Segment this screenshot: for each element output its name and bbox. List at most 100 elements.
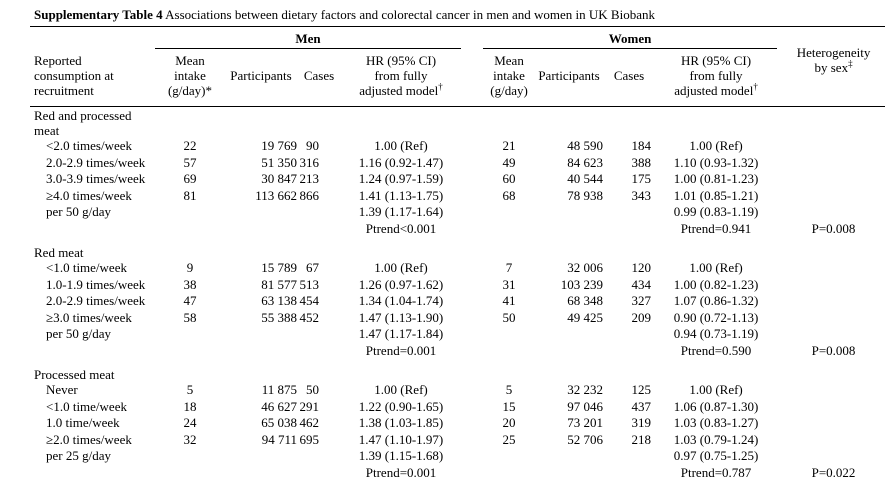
women-participants: 48 590 [567, 138, 604, 153]
group-gap-cell [461, 27, 483, 49]
men-hr: 1.00 (Ref) [374, 138, 428, 153]
men-participants [225, 221, 297, 238]
ptrend-row: Ptrend=0.001 Ptrend=0.590 P=0.008 [30, 343, 885, 360]
women-cases: 175 [631, 171, 652, 186]
spacer [461, 465, 483, 482]
women-mean-intake: 68 [502, 187, 516, 203]
section-title: Red and processed meat [34, 108, 132, 138]
men-hr: 1.39 (1.15-1.68) [358, 448, 444, 463]
women-mean-intake [483, 465, 535, 482]
ptrend-row: Ptrend=0.001 Ptrend=0.787 P=0.022 [30, 465, 885, 482]
heterogeneity-cell [782, 277, 885, 294]
women-participants [535, 326, 603, 343]
men-cases: 462 [299, 415, 320, 430]
section-title: Processed meat [34, 367, 115, 382]
heterogeneity-cell [782, 382, 885, 399]
men-hr: 1.16 (0.92-1.47) [358, 154, 444, 170]
women-hr: 0.99 (0.83-1.19) [673, 204, 759, 219]
women-hr: 1.06 (0.87-1.30) [673, 398, 759, 414]
women-hr: 1.00 (Ref) [689, 260, 743, 275]
women-cases: 319 [631, 415, 652, 430]
men-ptrend: Ptrend=0.001 [365, 342, 437, 358]
column-header-row: Reported consumption at recruitment Mean… [30, 48, 885, 107]
women-cases: 327 [631, 293, 652, 308]
women-mean-intake: 25 [502, 431, 516, 447]
women-participants: 97 046 [567, 398, 604, 414]
spacer [461, 221, 483, 238]
heterogeneity-cell [782, 415, 885, 432]
women-mean-intake: 5 [505, 382, 513, 397]
women-cases: 184 [631, 138, 652, 153]
heterogeneity-header-label: Heterogeneity by sex [796, 44, 871, 75]
women-mean-intake: 15 [502, 398, 516, 414]
men-ptrend: Ptrend<0.001 [365, 220, 437, 236]
table-row: 3.0-3.9 times/week 69 30 847 213 1.24 (0.97-… [30, 171, 885, 188]
women-hr-header: HR (95% CI) from fully adjusted model† [655, 48, 778, 107]
spacer [461, 204, 483, 221]
men-ptrend: Ptrend=0.001 [365, 464, 437, 480]
women-group-header: Women [483, 27, 778, 49]
men-participants: 46 627 [261, 398, 297, 414]
women-cases: 120 [631, 260, 652, 275]
heterogeneity-pvalue: P=0.008 [811, 220, 856, 236]
spacer [461, 277, 483, 294]
row-label [30, 465, 155, 482]
men-participants [225, 326, 297, 343]
men-mean-intake [155, 448, 225, 465]
men-participants: 30 847 [261, 171, 297, 186]
spacer [461, 415, 483, 432]
men-cases: 866 [299, 187, 320, 203]
women-cases: 388 [631, 154, 652, 170]
men-cases [297, 204, 341, 221]
women-participants: 52 706 [567, 431, 604, 447]
men-cases: 50 [306, 382, 319, 397]
spacer [461, 260, 483, 277]
women-hr: 1.00 (0.82-1.23) [673, 276, 759, 292]
table-title: Supplementary Table 4 Associations betwe… [30, 0, 885, 27]
women-cases [603, 326, 655, 343]
row-label: <1.0 time/week [46, 398, 127, 414]
women-cases [603, 343, 655, 360]
women-ptrend: Ptrend=0.590 [680, 342, 752, 358]
heterogeneity-cell [782, 204, 885, 221]
men-cases: 90 [306, 138, 319, 153]
men-hr-header: HR (95% CI) from fully adjusted model† [341, 48, 462, 107]
women-mean-intake: 41 [502, 293, 516, 308]
women-participants: 78 938 [567, 187, 604, 203]
table-row: <1.0 time/week 9 15 789 67 1.00 (Ref) 7 32 006… [30, 260, 885, 277]
men-hr: 1.47 (1.13-1.90) [358, 309, 444, 325]
women-participants: 68 348 [567, 293, 604, 308]
men-hr: 1.00 (Ref) [374, 260, 428, 275]
heterogeneity-cell [782, 432, 885, 449]
row-label: <1.0 time/week [46, 260, 127, 275]
women-mean-intake [483, 221, 535, 238]
women-participants: 73 201 [567, 415, 604, 430]
data-table: Men Women Heterogeneity by sex‡ Reported… [30, 27, 885, 481]
men-hr: 1.26 (0.97-1.62) [358, 276, 444, 292]
women-mean-intake: 49 [502, 154, 516, 170]
men-participants [225, 343, 297, 360]
men-participants: 11 875 [261, 382, 297, 397]
women-cases-header: Cases [603, 48, 656, 107]
women-hr: 0.90 (0.72-1.13) [673, 309, 759, 325]
men-hr: 1.39 (1.17-1.64) [358, 204, 444, 219]
spacer [461, 310, 483, 327]
table-body: Red and processed meat <2.0 times/week 22 1… [30, 107, 885, 482]
women-participants: 40 544 [567, 171, 604, 186]
row-label [30, 221, 155, 238]
heterogeneity-cell [782, 293, 885, 310]
men-cases: 316 [299, 154, 320, 170]
heterogeneity-cell [782, 188, 885, 205]
men-cases: 454 [299, 293, 320, 308]
women-cases [603, 204, 655, 221]
men-participants: 94 711 [261, 431, 297, 447]
men-cases: 513 [299, 276, 320, 292]
women-mean-intake: 31 [502, 276, 516, 292]
women-participants: 32 232 [567, 382, 604, 397]
women-hr: 1.00 (0.81-1.23) [673, 171, 759, 186]
women-hr: 1.00 (Ref) [689, 382, 743, 397]
row-label: Never [46, 382, 78, 397]
men-cases-header: Cases [297, 48, 341, 107]
women-mean-intake [483, 448, 535, 465]
row-label: per 25 g/day [46, 448, 111, 463]
